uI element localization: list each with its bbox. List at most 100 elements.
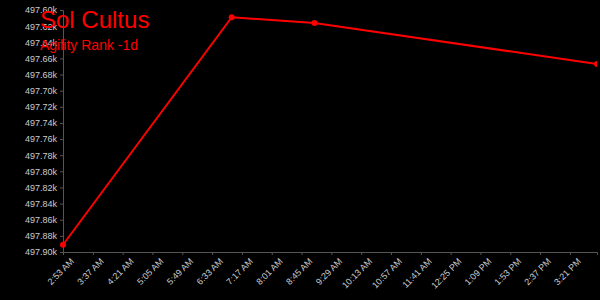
x-tick-label: 8:01 AM: [254, 256, 284, 286]
x-tick-mark: [391, 252, 392, 255]
x-tick-mark: [302, 252, 303, 255]
x-tick: 12:25 PM: [429, 252, 463, 291]
x-tick: 3:21 PM: [552, 252, 583, 287]
x-tick: 10:13 AM: [340, 252, 374, 290]
y-tick-mark: [60, 139, 63, 140]
y-tick-label: 497.66k: [25, 54, 58, 64]
y-tick-mark: [60, 252, 63, 253]
y-tick-label: 497.88k: [25, 231, 58, 241]
y-tick-mark: [60, 75, 63, 76]
y-tick-mark: [60, 91, 63, 92]
x-tick-label: 5:05 AM: [135, 256, 165, 286]
x-tick-label: 11:41 AM: [400, 256, 433, 289]
x-tick-label: 5:49 AM: [165, 256, 195, 286]
y-tick: 497.90k: [25, 247, 63, 257]
y-tick-label: 497.90k: [25, 247, 58, 257]
y-tick: 497.68k: [25, 70, 63, 80]
point: [311, 20, 317, 26]
x-tick-mark: [123, 252, 124, 255]
x-tick: 10:57 AM: [370, 252, 404, 290]
x-tick: 8:45 AM: [284, 252, 314, 287]
x-tick: 5:05 AM: [135, 252, 165, 287]
y-tick-label: 497.72k: [25, 102, 58, 112]
x-tick: 2:53 AM: [46, 252, 76, 287]
x-tick-mark: [331, 252, 332, 255]
y-tick-mark: [60, 107, 63, 108]
x-tick-label: 4:21 AM: [105, 256, 135, 286]
y-tick-mark: [60, 236, 63, 237]
x-tick: 6:33 AM: [195, 252, 225, 287]
x-tick-mark: [480, 252, 481, 255]
x-tick-label: 1:53 PM: [492, 256, 523, 287]
background: [0, 0, 600, 300]
y-tick-label: 497.82k: [25, 183, 58, 193]
y-tick-label: 497.80k: [25, 167, 58, 177]
y-tick: 497.84k: [25, 199, 63, 209]
x-tick-label: 3:37 AM: [75, 256, 105, 286]
x-tick-mark: [451, 252, 452, 255]
series-line: [63, 17, 597, 244]
x-tick-mark: [152, 252, 153, 255]
title: Sol Cultus: [40, 6, 149, 33]
x-tick-label: 8:45 AM: [284, 256, 314, 286]
x-tick-mark: [421, 252, 422, 255]
x-tick-mark: [272, 252, 273, 255]
chart: 497.60k497.62k497.64k497.66k497.68k497.7…: [0, 0, 600, 300]
x-tick-mark: [212, 252, 213, 255]
x-tick-label: 3:21 PM: [552, 256, 583, 287]
y-tick-mark: [60, 220, 63, 221]
y-tick-label: 497.68k: [25, 70, 58, 80]
y-tick: 497.82k: [25, 183, 63, 193]
x-tick-mark: [63, 252, 64, 255]
x-tick: 4:21 AM: [105, 252, 135, 287]
y-tick: 497.88k: [25, 231, 63, 241]
x-tick-label: 2:37 PM: [522, 256, 553, 287]
x-tick-mark: [93, 252, 94, 255]
y-tick-mark: [60, 204, 63, 205]
x-tick-label: 2:53 AM: [46, 256, 76, 286]
y-tick-mark: [60, 123, 63, 124]
x-tick: 3:37 AM: [75, 252, 105, 287]
subtitle: Agility Rank -1d: [40, 37, 138, 53]
x-axis-line: [64, 253, 598, 256]
y-tick: 497.86k: [25, 215, 63, 225]
x-tick: 2:37 PM: [522, 252, 553, 287]
y-tick: 497.66k: [25, 54, 63, 64]
x-tick-label: 10:13 AM: [340, 256, 374, 290]
y-tick-label: 497.76k: [25, 134, 58, 144]
plot-area: [60, 14, 597, 247]
y-tick: 497.74k: [25, 118, 63, 128]
y-tick-mark: [60, 171, 63, 172]
y-tick: 497.72k: [25, 102, 63, 112]
y-tick: 497.70k: [25, 86, 63, 96]
y-tick: 497.78k: [25, 151, 63, 161]
x-tick-mark: [182, 252, 183, 255]
point: [594, 61, 597, 67]
y-tick-label: 497.78k: [25, 151, 58, 161]
x-tick: 5:49 AM: [165, 252, 195, 287]
y-tick-label: 497.86k: [25, 215, 58, 225]
point: [229, 14, 235, 20]
x-tick-label: 9:29 AM: [314, 256, 344, 286]
x-tick: 1:53 PM: [492, 252, 523, 287]
y-tick-mark: [60, 155, 63, 156]
x-tick-mark: [510, 252, 511, 255]
y-tick-label: 497.74k: [25, 118, 58, 128]
x-tick-label: 12:25 PM: [429, 256, 463, 290]
x-tick-mark: [570, 252, 571, 255]
y-tick-label: 497.84k: [25, 199, 58, 209]
y-tick: 497.76k: [25, 134, 63, 144]
y-tick: 497.80k: [25, 167, 63, 177]
x-tick-mark: [361, 252, 362, 255]
y-tick-mark: [60, 58, 63, 59]
x-axis: 2:53 AM3:37 AM4:21 AM5:05 AM5:49 AM6:33 …: [46, 252, 598, 291]
x-tick: 7:17 AM: [224, 252, 254, 287]
x-tick-label: 7:17 AM: [224, 256, 254, 286]
x-tick: 1:09 PM: [463, 252, 494, 287]
x-tick-label: 6:33 AM: [195, 256, 225, 286]
y-tick-label: 497.70k: [25, 86, 58, 96]
x-tick: 9:29 AM: [314, 252, 344, 287]
y-tick-mark: [60, 187, 63, 188]
x-tick-label: 1:09 PM: [463, 256, 494, 287]
x-tick: 8:01 AM: [254, 252, 284, 287]
